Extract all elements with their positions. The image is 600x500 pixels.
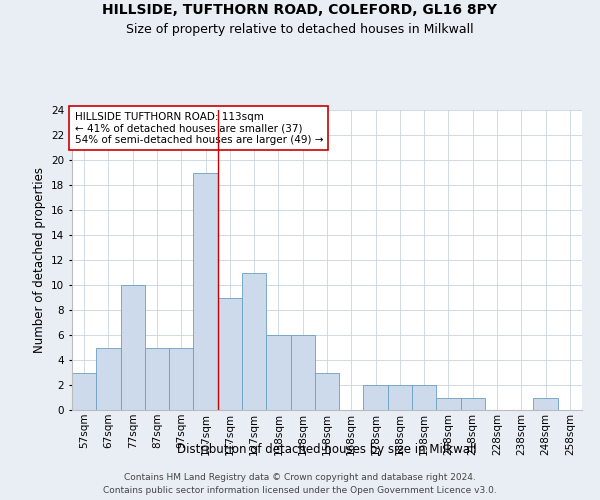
Bar: [121, 285, 145, 410]
Bar: [96, 348, 121, 410]
Text: Size of property relative to detached houses in Milkwall: Size of property relative to detached ho…: [126, 22, 474, 36]
Bar: [315, 372, 339, 410]
Bar: [364, 385, 388, 410]
Bar: [388, 385, 412, 410]
Bar: [218, 298, 242, 410]
Bar: [169, 348, 193, 410]
Text: Contains HM Land Registry data © Crown copyright and database right 2024.
Contai: Contains HM Land Registry data © Crown c…: [103, 474, 497, 495]
Bar: [72, 372, 96, 410]
Bar: [290, 335, 315, 410]
Bar: [412, 385, 436, 410]
Bar: [193, 172, 218, 410]
Bar: [242, 272, 266, 410]
Y-axis label: Number of detached properties: Number of detached properties: [32, 167, 46, 353]
Bar: [533, 398, 558, 410]
Bar: [145, 348, 169, 410]
Text: HILLSIDE, TUFTHORN ROAD, COLEFORD, GL16 8PY: HILLSIDE, TUFTHORN ROAD, COLEFORD, GL16 …: [103, 2, 497, 16]
Bar: [461, 398, 485, 410]
Bar: [266, 335, 290, 410]
Text: HILLSIDE TUFTHORN ROAD: 113sqm
← 41% of detached houses are smaller (37)
54% of : HILLSIDE TUFTHORN ROAD: 113sqm ← 41% of …: [74, 112, 323, 144]
Text: Distribution of detached houses by size in Milkwall: Distribution of detached houses by size …: [177, 442, 477, 456]
Bar: [436, 398, 461, 410]
